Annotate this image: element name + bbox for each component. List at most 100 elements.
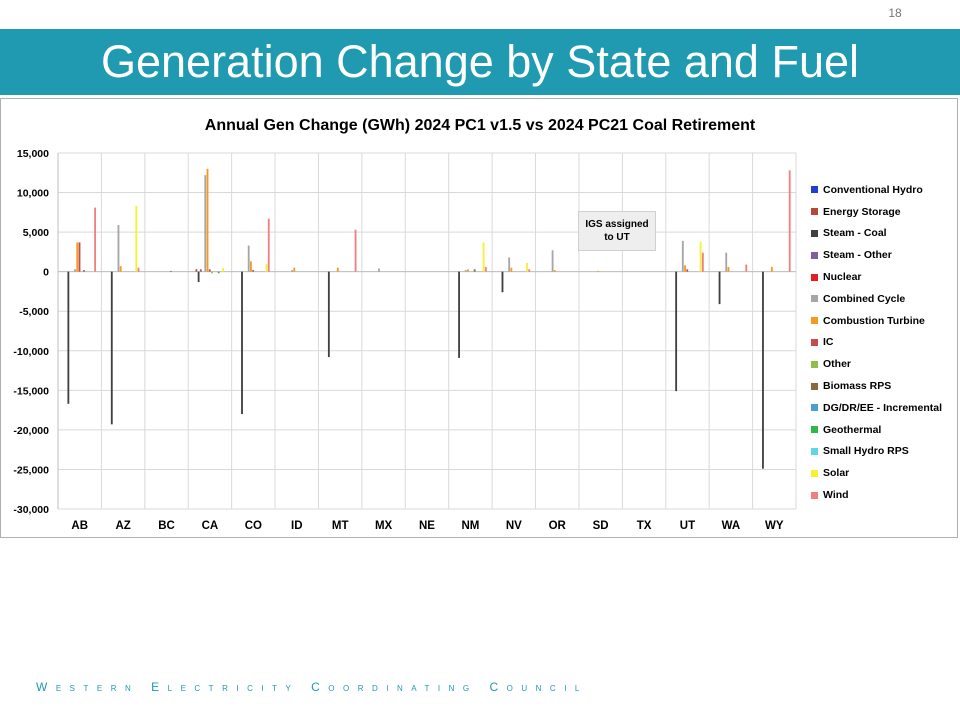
- legend-swatch: [811, 491, 818, 499]
- bar: [484, 266, 487, 272]
- legend-item: Combined Cycle: [811, 288, 956, 310]
- bar: [553, 270, 556, 272]
- x-tick-label: ID: [291, 520, 303, 532]
- bar: [686, 269, 689, 272]
- igs-annotation: IGS assigned to UT: [578, 211, 656, 251]
- y-tick-label: -10,000: [13, 346, 49, 358]
- bar: [293, 267, 296, 272]
- bar: [681, 240, 684, 272]
- x-tick-label: BC: [158, 520, 175, 532]
- legend-swatch: [811, 404, 818, 412]
- bar: [252, 270, 255, 272]
- y-tick-label: -15,000: [13, 385, 49, 397]
- bar: [675, 271, 678, 392]
- bar: [76, 242, 79, 272]
- legend-item: IC: [811, 332, 956, 354]
- bar: [110, 271, 113, 425]
- legend-item: Steam - Coal: [811, 223, 956, 245]
- bar: [788, 170, 791, 272]
- legend-label: Biomass RPS: [823, 380, 892, 393]
- x-tick-label: AZ: [115, 520, 130, 532]
- bar: [169, 270, 172, 272]
- footer-org-name: Western Electricity Coordinating Council: [36, 680, 588, 694]
- x-tick-label: CO: [245, 520, 262, 532]
- bar: [762, 271, 764, 469]
- chart-frame: 15,000 10,000 5,000 0 -5,000 -10,000 -15,000 -2…: [0, 98, 958, 538]
- legend-label: Steam - Other: [823, 249, 892, 262]
- x-tick-label: NV: [506, 520, 522, 532]
- annotation-line-1: IGS assigned: [585, 219, 649, 230]
- bar: [458, 271, 460, 358]
- bar: [473, 269, 476, 272]
- bar: [195, 269, 198, 272]
- bar: [74, 269, 76, 272]
- legend-label: Energy Storage: [823, 205, 901, 218]
- bar-chart: 15,000 10,000 5,000 0 -5,000 -10,000 -15,000 -2…: [13, 148, 797, 532]
- legend-label: Geothermal: [823, 423, 882, 436]
- legend-swatch: [811, 382, 818, 390]
- bar: [701, 252, 704, 272]
- y-tick-label: -25,000: [13, 464, 49, 476]
- y-tick-label: 15,000: [17, 148, 49, 160]
- bar: [378, 268, 380, 272]
- legend-item: Steam - Other: [811, 244, 956, 266]
- y-tick-label: -30,000: [13, 504, 49, 516]
- x-tick-label: MX: [375, 520, 393, 532]
- y-tick-label: 5,000: [23, 227, 49, 239]
- legend-swatch: [811, 295, 818, 303]
- chart-title: Annual Gen Change (GWh) 2024 PC1 v1.5 vs…: [204, 117, 756, 134]
- legend-item: Conventional Hydro: [811, 179, 956, 201]
- chart-legend: Conventional Hydro Energy Storage Steam - …: [811, 179, 956, 506]
- x-tick-label: CA: [202, 520, 219, 532]
- x-tick-label: MT: [332, 520, 349, 532]
- legend-item: Solar: [811, 462, 956, 484]
- legend-item: Nuclear: [811, 266, 956, 288]
- legend-item: DG/DR/EE - Incremental: [811, 397, 956, 419]
- bar: [336, 267, 339, 272]
- legend-item: Other: [811, 353, 956, 375]
- x-tick-label: OR: [549, 520, 567, 532]
- legend-label: Steam - Coal: [823, 227, 887, 240]
- y-tick-label: 0: [43, 267, 49, 279]
- bar: [770, 266, 773, 272]
- bar: [467, 269, 469, 272]
- legend-label: Wind: [823, 489, 849, 502]
- legend-swatch: [811, 447, 818, 455]
- legend-item: Combustion Turbine: [811, 310, 956, 332]
- bar: [727, 266, 730, 272]
- bar: [551, 250, 554, 272]
- slide-title: Generation Change by State and Fuel: [0, 29, 960, 95]
- x-tick-label: TX: [637, 520, 652, 532]
- legend-label: Combustion Turbine: [823, 314, 925, 327]
- bar: [241, 271, 243, 415]
- bar: [528, 269, 531, 272]
- y-tick-label: -5,000: [19, 306, 49, 318]
- bar: [327, 271, 330, 358]
- bar: [508, 257, 511, 272]
- x-tick-label: UT: [680, 520, 695, 532]
- bar: [247, 245, 250, 272]
- bar: [699, 241, 702, 272]
- x-tick-label: NM: [461, 520, 479, 532]
- x-tick-label: WA: [722, 520, 741, 532]
- bar: [501, 271, 504, 293]
- bar: [117, 224, 120, 272]
- bar: [78, 242, 81, 272]
- x-tick-label: WY: [765, 520, 784, 532]
- x-tick-label: NE: [419, 520, 435, 532]
- bar: [206, 168, 209, 272]
- bar: [119, 266, 122, 272]
- x-tick-label: SD: [593, 520, 609, 532]
- bar: [94, 207, 97, 272]
- bar: [291, 270, 294, 272]
- legend-swatch: [811, 251, 818, 259]
- bar: [267, 218, 270, 272]
- bar: [217, 271, 220, 274]
- bar: [222, 267, 225, 272]
- legend-swatch: [811, 186, 818, 194]
- legend-label: Other: [823, 358, 852, 371]
- bar: [197, 271, 200, 282]
- bar: [67, 271, 70, 404]
- x-tick-label: AB: [71, 520, 88, 532]
- bar: [137, 267, 140, 272]
